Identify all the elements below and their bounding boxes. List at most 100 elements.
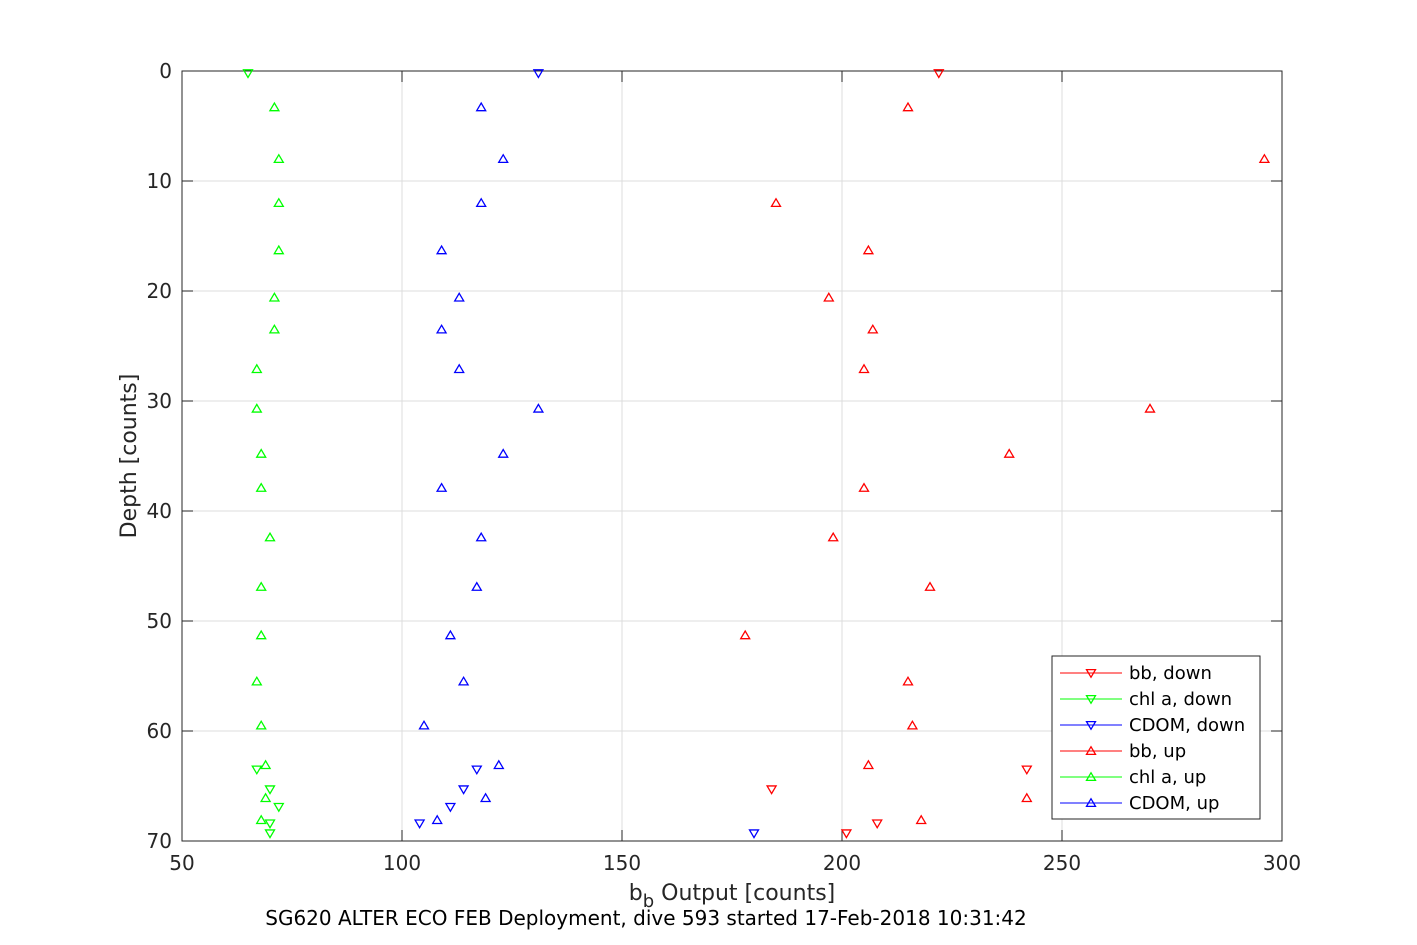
x-tick-label: 150	[603, 851, 641, 875]
data-point	[242, 69, 254, 79]
legend-label: chl a, up	[1129, 767, 1206, 788]
data-point	[532, 403, 545, 413]
x-tick-label: 50	[169, 851, 194, 875]
legend-entry: chl a, up	[1060, 767, 1206, 788]
data-point	[453, 363, 465, 374]
data-point	[251, 363, 263, 374]
data-point	[858, 482, 870, 492]
data-point	[251, 765, 263, 776]
legend-marker	[1085, 694, 1097, 705]
data-point	[840, 829, 853, 839]
data-point	[435, 482, 448, 492]
data-point	[435, 323, 448, 334]
data-point	[532, 69, 545, 79]
data-point	[823, 292, 835, 302]
data-point	[251, 675, 263, 686]
data-point	[915, 814, 927, 825]
y-tick-label: 50	[147, 609, 172, 633]
y-tick-label: 60	[147, 719, 172, 743]
data-point	[444, 629, 457, 640]
data-point	[413, 819, 426, 829]
data-point	[924, 581, 936, 591]
legend-box	[1051, 655, 1261, 820]
series-0	[765, 69, 1033, 839]
data-point	[933, 69, 945, 79]
data-point	[765, 785, 778, 795]
legend-label: bb, up	[1129, 741, 1186, 762]
axis-ticks	[181, 70, 1283, 842]
legend-entry: bb, down	[1060, 663, 1212, 684]
data-point	[255, 719, 267, 730]
data-point	[457, 785, 470, 795]
x-tick-label: 200	[823, 851, 861, 875]
legend-label: CDOM, up	[1129, 793, 1219, 814]
data-point	[1021, 792, 1033, 803]
data-point	[444, 802, 457, 813]
data-point	[255, 482, 267, 492]
data-point	[862, 244, 875, 255]
data-point	[264, 531, 276, 542]
data-point	[273, 802, 285, 813]
data-point	[273, 153, 285, 164]
data-point	[255, 629, 267, 640]
data-point	[259, 759, 272, 770]
x-axis-label: bb Output [counts]	[629, 881, 836, 912]
x-axis-label-subscript: b	[643, 891, 654, 912]
data-point	[770, 197, 782, 208]
data-point	[264, 829, 276, 839]
y-tick-label: 70	[147, 829, 172, 853]
plot-frame	[181, 70, 1283, 842]
legend-label: chl a, down	[1129, 689, 1232, 710]
data-point	[268, 323, 281, 334]
legend-marker	[1085, 668, 1097, 679]
data-point	[264, 819, 276, 829]
data-point	[1258, 153, 1271, 164]
data-point	[1003, 448, 1015, 458]
legend-marker	[1085, 745, 1097, 756]
data-point	[431, 814, 443, 825]
x-axis-label-main: b	[629, 881, 643, 906]
data-points	[242, 69, 1271, 839]
legend: bb, down chl a, down CDOM, down bb, up chl a…	[1051, 655, 1261, 820]
data-point	[1021, 765, 1033, 776]
data-point	[268, 101, 281, 112]
data-point	[902, 101, 914, 112]
y-tick-label: 40	[147, 499, 172, 523]
legend-entry: CDOM, up	[1060, 793, 1219, 814]
series-4	[251, 101, 285, 825]
legend-entry: CDOM, down	[1060, 715, 1245, 736]
data-point	[251, 403, 263, 413]
data-point	[453, 292, 465, 302]
data-point	[273, 197, 285, 208]
data-point	[479, 792, 492, 803]
data-point	[497, 448, 509, 458]
legend-label: CDOM, down	[1129, 715, 1245, 736]
data-point	[273, 244, 285, 255]
data-point	[471, 581, 483, 591]
y-axis-label: Depth [counts]	[117, 374, 142, 539]
series-3	[739, 101, 1271, 825]
x-axis-label-rest: Output [counts]	[654, 881, 835, 906]
data-point	[739, 629, 751, 640]
data-point	[475, 197, 487, 208]
x-tick-label: 250	[1043, 851, 1081, 875]
data-point	[902, 675, 914, 686]
data-point	[255, 814, 267, 825]
data-point	[268, 292, 281, 302]
data-point	[475, 101, 487, 112]
data-point	[497, 153, 509, 164]
data-point	[906, 719, 919, 730]
y-tick-label: 20	[147, 279, 172, 303]
data-point	[471, 765, 483, 776]
data-point	[255, 448, 267, 458]
series-5	[418, 101, 545, 825]
data-point	[264, 785, 276, 795]
data-point	[867, 323, 879, 334]
series-1	[242, 69, 285, 839]
data-point	[493, 759, 505, 770]
data-point	[255, 581, 267, 591]
data-point	[418, 719, 430, 730]
data-point	[858, 363, 870, 374]
data-point	[862, 759, 875, 770]
data-point	[259, 792, 272, 803]
